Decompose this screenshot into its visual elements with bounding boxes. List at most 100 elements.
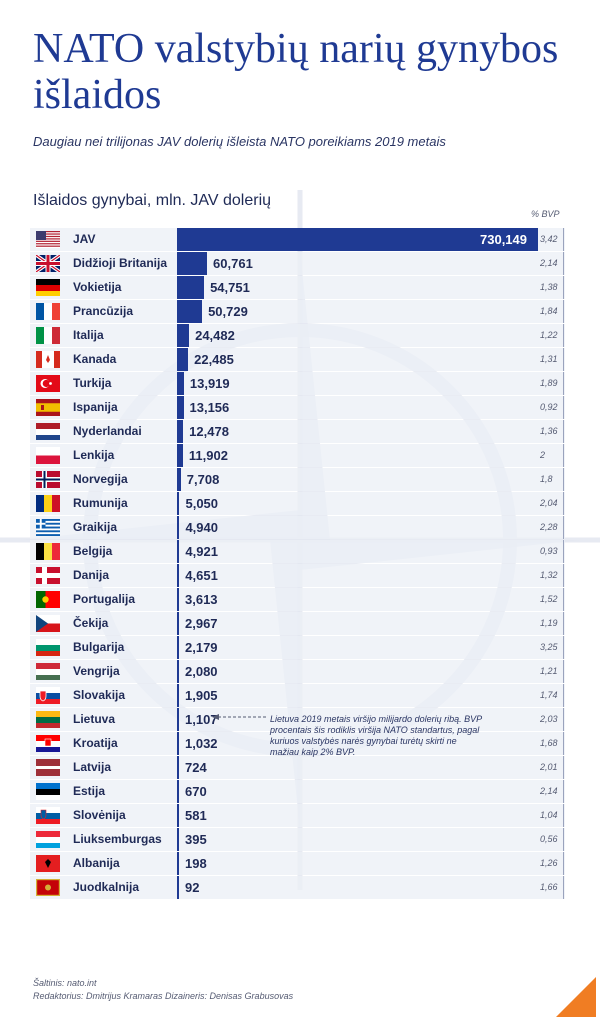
bar [177,300,203,323]
gdp-label: 1,84 [540,306,558,316]
row-background [30,420,565,443]
country-label: Liuksemburgas [73,832,162,846]
lithuania-note: Lietuva 2019 metais viršijo milijardo do… [270,714,482,757]
table-row: Lietuva 1,107 2,03 [30,708,565,732]
value-label: 2,967 [185,616,218,631]
bar [177,372,184,395]
country-label: Slovėnija [73,808,126,822]
value-label: 3,613 [185,592,218,607]
country-label: Juodkalnija [73,880,140,894]
flag-cz-icon [36,615,60,632]
country-label: JAV [73,232,96,246]
row-background [30,708,565,731]
defense-spending-chart: JAV 730,149 3,42 Didžioji Britanija 60,761 2,… [30,228,570,900]
gdp-label: 3,42 [540,234,558,244]
row-background [30,780,565,803]
flag-nl-icon [36,423,60,440]
gdp-label: 1,22 [540,330,558,340]
bar [177,468,181,491]
gdp-divider [563,468,564,491]
table-row: Danija 4,651 1,32 [30,564,565,588]
gdp-label: 0,92 [540,402,558,412]
source-text: Šaltinis: nato.int [33,978,97,988]
gdp-label: 1,19 [540,618,558,628]
flag-tr-icon [36,375,60,392]
flag-ca-icon [36,351,60,368]
value-label: 12,478 [189,424,229,439]
flag-fr-icon [36,303,60,320]
value-label: 13,156 [189,400,230,415]
bar [177,396,184,419]
table-row: Belgija 4,921 0,93 [30,540,565,564]
value-label: 670 [185,784,207,799]
value-label: 13,919 [189,376,230,391]
gdp-divider [563,324,564,347]
bar [177,564,180,587]
country-label: Norvegija [73,472,128,486]
country-label: Čekija [73,616,109,630]
bar [177,252,208,275]
country-label: Bulgarija [73,640,125,654]
flag-gb-icon [36,255,60,272]
flag-pl-icon [36,447,60,464]
country-label: Graikija [73,520,118,534]
page-title: NATO valstybių narių gynybos išlaidos [33,26,559,118]
row-background [30,636,565,659]
country-label: Vengrija [73,664,120,678]
chart-label: Išlaidos gynybai, mln. JAV dolerių [33,192,272,209]
country-label: Kroatija [73,736,118,750]
gdp-divider [563,588,564,611]
bar [177,876,179,899]
gdp-label: 1,52 [540,594,558,604]
bar [177,516,180,539]
gdp-divider [563,444,564,467]
gdp-label: 1,38 [540,282,558,292]
bar [177,660,179,683]
gdp-label: 1,8 [540,474,553,484]
table-row: JAV 730,149 3,42 [30,228,565,252]
row-background [30,276,565,299]
gdp-label: 2,28 [540,522,558,532]
gdp-divider [563,804,564,827]
value-label: 5,050 [185,496,219,511]
country-label: Estija [73,784,106,798]
gdp-divider [563,564,564,587]
country-label: Lietuva [73,712,116,726]
flag-al-icon [36,855,60,872]
country-label: Albanija [73,856,120,870]
gdp-divider [563,876,564,899]
row-background [30,468,565,491]
country-label: Belgija [73,544,113,558]
gdp-divider [563,276,564,299]
gdp-label: 2,01 [540,762,558,772]
gdp-divider [563,372,564,395]
value-label: 50,729 [208,304,248,319]
flag-gr-icon [36,519,60,536]
gdp-divider [563,420,564,443]
bar [177,276,205,299]
value-label: 92 [185,880,200,895]
country-label: Ispanija [73,400,118,414]
value-label: 2,179 [185,640,218,655]
gdp-divider [563,252,564,275]
row-background [30,876,565,899]
flag-de-icon [36,279,60,296]
gdp-divider [563,708,564,731]
row-background [30,516,565,539]
value-label: 24,482 [195,328,235,343]
gdp-label: 1,32 [540,570,558,580]
flag-sk-icon [36,687,60,704]
gdp-divider [563,732,564,755]
bar [177,804,179,827]
gdp-divider [563,852,564,875]
bar [177,324,190,347]
value-label: 22,485 [194,352,234,367]
value-label: 395 [185,832,207,847]
flag-no-icon [36,471,60,488]
gdp-label: 0,56 [540,834,558,844]
bar [177,780,179,803]
bar [177,732,179,755]
value-label: 4,651 [185,568,218,583]
value-label: 4,921 [185,544,218,559]
gdp-label: 1,31 [540,354,558,364]
